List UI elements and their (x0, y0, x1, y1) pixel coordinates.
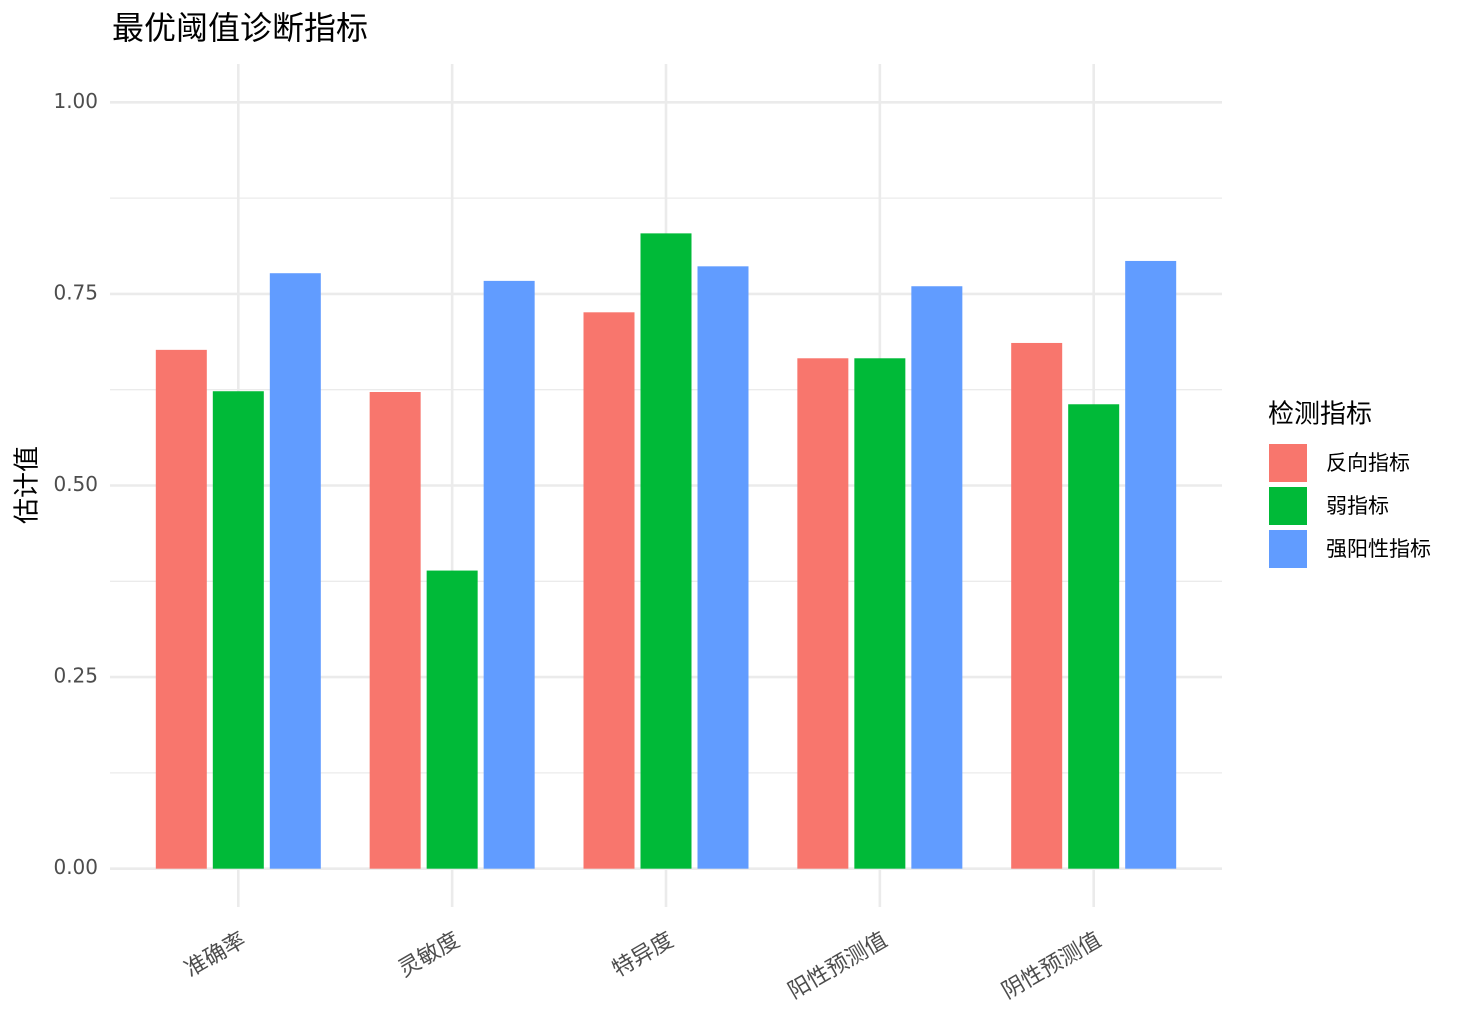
bar (155, 349, 207, 869)
legend-key (1269, 487, 1307, 525)
bar (269, 273, 321, 869)
bar (911, 286, 963, 869)
legend-label: 反向指标 (1326, 451, 1410, 475)
x-tick-label: 灵敏度 (394, 928, 464, 983)
legend-label: 强阳性指标 (1326, 537, 1431, 561)
legend-key (1269, 530, 1307, 568)
x-tick-label: 准确率 (181, 928, 251, 983)
bar (369, 392, 421, 869)
x-tick-label: 阳性预测值 (784, 928, 892, 1005)
bar (426, 570, 478, 869)
chart-title: 最优阈值诊断指标 (112, 9, 368, 47)
y-tick-label: 0.00 (53, 855, 98, 879)
bar (854, 358, 906, 869)
x-tick-label: 特异度 (608, 928, 678, 983)
bar (697, 266, 749, 869)
y-tick-label: 0.75 (53, 280, 98, 304)
bar (1011, 342, 1063, 869)
legend-title: 检测指标 (1268, 400, 1372, 430)
x-tick-label: 阴性预测值 (998, 928, 1106, 1005)
legend-key (1269, 444, 1307, 482)
y-tick-label: 1.00 (53, 89, 98, 113)
bar (1125, 260, 1177, 869)
bars (155, 233, 1177, 869)
bar (640, 233, 692, 869)
bar (483, 280, 535, 869)
bar (212, 391, 264, 869)
bar (797, 358, 849, 869)
legend-label: 弱指标 (1326, 494, 1389, 518)
bar (583, 312, 635, 869)
y-tick-label: 0.50 (53, 472, 98, 496)
y-tick-label: 0.25 (53, 664, 98, 688)
y-axis-title: 估计值 (13, 446, 43, 524)
bar (1068, 404, 1120, 869)
